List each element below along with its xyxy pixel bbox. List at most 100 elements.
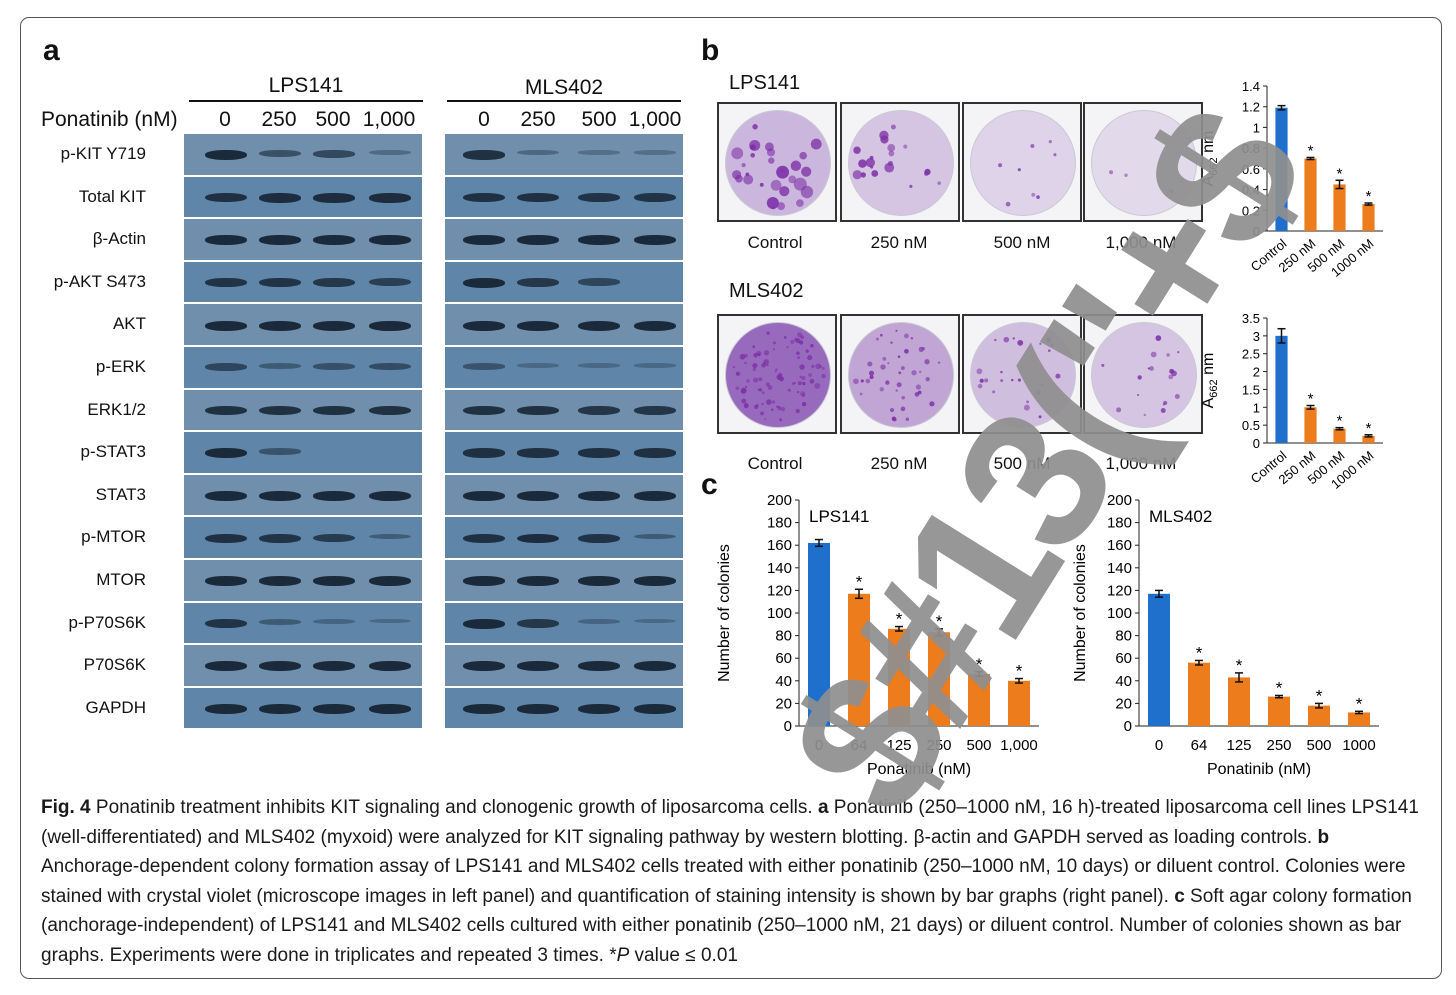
colony <box>889 407 895 413</box>
blot-band <box>517 192 559 203</box>
colony <box>750 152 756 158</box>
blot-band <box>517 576 559 587</box>
blot-strip <box>445 687 683 731</box>
colony <box>1045 337 1052 343</box>
colony <box>865 378 871 384</box>
blot-band <box>313 661 355 672</box>
dish-label: 250 nM <box>870 454 928 473</box>
colony <box>807 355 813 361</box>
bar <box>848 593 870 726</box>
colony <box>815 363 822 370</box>
x-axis-label: Ponatinib (nM) <box>867 761 971 778</box>
colony-spots <box>853 329 941 422</box>
colony <box>879 333 883 337</box>
blot-band <box>259 448 301 455</box>
colony <box>1003 336 1010 343</box>
y-tick-label: 3.5 <box>1242 311 1260 326</box>
x-tick-label: 64 <box>851 737 868 754</box>
colony <box>749 139 761 151</box>
blot-band <box>517 533 559 544</box>
blot-band <box>313 533 355 543</box>
colony <box>880 135 889 144</box>
colony <box>858 159 867 168</box>
bar <box>1362 435 1375 443</box>
colony <box>752 367 757 372</box>
caption-text-a: Ponatinib (250–1000 nM, 16 h)-treated li… <box>41 797 1419 848</box>
blot-band <box>205 533 247 544</box>
significance-star: * <box>936 612 943 631</box>
colony <box>1017 339 1024 346</box>
blot-band <box>517 320 559 331</box>
colony <box>992 390 996 394</box>
blot-band <box>313 704 355 715</box>
blot-band <box>259 235 301 246</box>
colony <box>766 196 779 209</box>
protein-label: p-MTOR <box>81 527 146 547</box>
lane-label: 250 <box>261 108 297 131</box>
blot-band <box>259 150 301 158</box>
blot-band <box>369 278 411 287</box>
colony-dish <box>1083 314 1203 434</box>
blot-band <box>259 618 301 625</box>
colony <box>805 349 809 353</box>
colony <box>799 151 807 160</box>
blot-band <box>634 533 676 540</box>
bar <box>1304 158 1317 231</box>
colony <box>752 124 758 130</box>
significance-star: * <box>856 572 863 591</box>
y-tick-label: 0 <box>1253 224 1260 239</box>
colony <box>1048 139 1052 144</box>
blot-band <box>259 192 301 203</box>
colony <box>911 370 917 376</box>
blot-band <box>463 320 505 331</box>
blot-band <box>313 363 355 370</box>
colony <box>796 199 804 207</box>
panel-a-cellline-mls402: MLS402 <box>524 76 604 99</box>
colony <box>1171 370 1177 377</box>
blot-band <box>634 192 676 202</box>
blot-band <box>578 448 620 458</box>
colony <box>786 345 789 349</box>
colony <box>819 364 823 368</box>
bar <box>968 674 990 726</box>
x-tick-label: 125 <box>886 737 911 754</box>
chart-title: MLS402 <box>1149 507 1212 526</box>
y-tick-label: 0.6 <box>1242 162 1260 177</box>
colony <box>749 145 754 150</box>
colony <box>914 392 920 397</box>
blot-band <box>259 533 301 543</box>
bar <box>1228 677 1250 726</box>
colony-spots <box>1101 335 1180 417</box>
caption-c-label: c <box>1174 885 1185 907</box>
dish-label: 500 nM <box>993 233 1051 252</box>
lane-label: 1,000 <box>362 108 416 131</box>
y-tick-label: 1.4 <box>1242 79 1260 94</box>
y-axis-label: A662 nm <box>1200 131 1220 187</box>
colony <box>801 166 812 177</box>
colony <box>885 380 890 385</box>
panel-a-divider-lps141 <box>189 100 423 102</box>
colony <box>1011 378 1014 382</box>
bar <box>928 632 950 726</box>
blot-band <box>578 150 620 155</box>
dish-label: Control <box>747 233 803 252</box>
blot-band <box>313 576 355 587</box>
colony <box>853 146 861 154</box>
colony <box>998 163 1003 168</box>
y-tick-label: 1.5 <box>1242 382 1260 397</box>
y-tick-label: 0.8 <box>1242 141 1260 156</box>
blot-band <box>634 661 676 672</box>
colony <box>1039 342 1042 345</box>
blot-band <box>205 491 247 502</box>
colony <box>918 370 922 374</box>
blot-strip <box>445 304 683 347</box>
significance-star: * <box>1337 165 1343 182</box>
significance-star: * <box>1236 656 1243 675</box>
colony <box>790 160 802 171</box>
blot-band <box>578 533 620 543</box>
blot-band <box>517 235 559 246</box>
significance-star: * <box>976 655 983 674</box>
colony <box>801 402 807 407</box>
y-tick-label: 0 <box>1124 718 1132 735</box>
colony <box>1012 337 1015 340</box>
